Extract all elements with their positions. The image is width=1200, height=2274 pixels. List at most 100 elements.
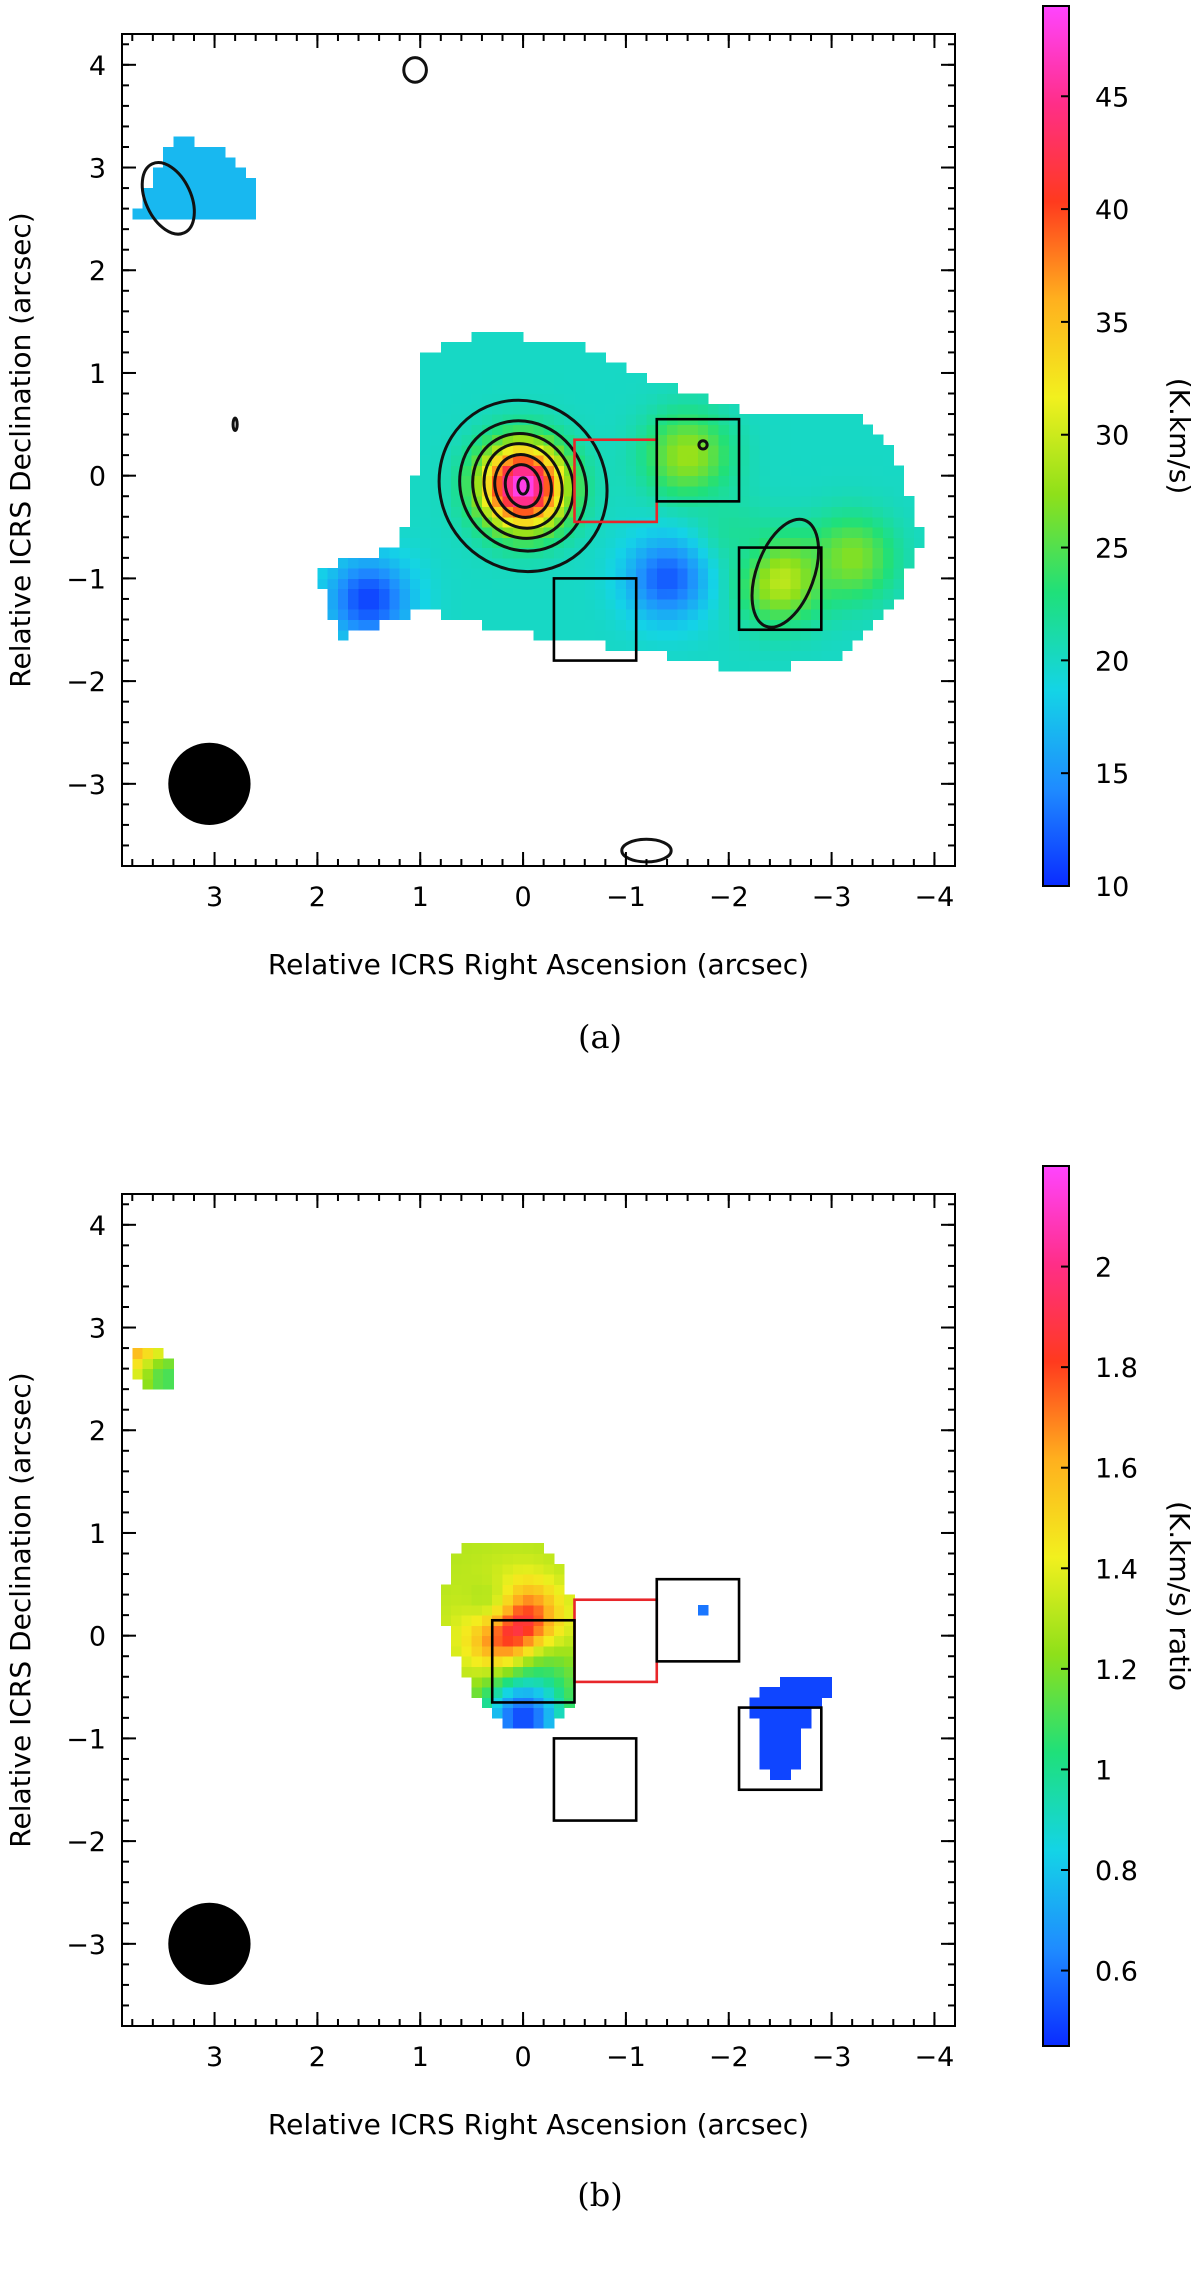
x-tick-label: −2: [709, 882, 749, 913]
map-pixel: [553, 1635, 565, 1647]
map-pixel: [800, 434, 812, 446]
map-pixel: [821, 485, 833, 497]
map-pixel: [512, 1553, 524, 1565]
map-pixel: [697, 393, 709, 405]
map-pixel: [420, 527, 432, 538]
map-pixel: [533, 362, 545, 374]
map-pixel: [821, 629, 833, 641]
map-pixel: [790, 434, 802, 446]
map-pixel: [481, 342, 493, 353]
map-pixel: [646, 527, 658, 538]
intensity-map: [132, 136, 925, 672]
map-pixel: [502, 444, 514, 456]
map-pixel: [471, 362, 483, 374]
map-pixel: [409, 527, 421, 538]
map-pixel: [821, 527, 833, 538]
map-pixel: [502, 1645, 514, 1657]
map-pixel: [533, 372, 545, 384]
map-pixel: [471, 1687, 483, 1698]
map-pixel: [409, 485, 421, 497]
map-pixel: [687, 609, 699, 620]
map-pixel: [564, 362, 575, 374]
map-pixel: [481, 1584, 493, 1596]
map-pixel: [862, 537, 874, 549]
map-pixel: [543, 372, 555, 384]
map-pixel: [183, 198, 195, 210]
map-pixel: [605, 506, 617, 518]
map-pixel: [492, 352, 504, 364]
map-pixel: [574, 619, 586, 631]
contour-line: [493, 453, 553, 519]
map-pixel: [481, 383, 493, 395]
map-pixel: [440, 424, 452, 436]
map-pixel: [451, 352, 462, 364]
map-pixel: [440, 414, 452, 425]
map-pixel: [667, 485, 678, 497]
map-pixel: [574, 403, 586, 415]
map-pixel: [348, 619, 360, 631]
map-pixel: [739, 660, 750, 672]
map-pixel: [636, 403, 647, 415]
map-pixel: [800, 650, 812, 662]
map-pixel: [481, 465, 493, 477]
map-pixel: [502, 1656, 514, 1667]
map-pixel: [543, 588, 555, 600]
map-pixel: [605, 588, 617, 600]
map-pixel: [564, 1604, 575, 1616]
map-pixel: [697, 609, 709, 620]
map-pixel: [595, 444, 606, 456]
colorbar-label: (K.km/s): [1163, 378, 1196, 495]
map-pixel: [749, 465, 761, 477]
plot-frame: [121, 33, 956, 867]
map-pixel: [553, 568, 565, 579]
map-pixel: [687, 465, 699, 477]
map-pixel: [841, 527, 853, 538]
map-pixel: [872, 527, 884, 538]
map-pixel: [502, 475, 514, 487]
map-pixel: [728, 578, 740, 590]
map-pixel: [656, 557, 668, 569]
map-pixel: [533, 1687, 545, 1698]
map-pixel: [440, 568, 452, 579]
map-pixel: [852, 537, 863, 549]
map-pixel: [811, 434, 822, 446]
map-pixel: [831, 527, 843, 538]
map-pixel: [471, 1676, 483, 1688]
map-pixel: [872, 578, 884, 590]
map-pixel: [451, 455, 462, 466]
map-pixel: [543, 609, 555, 620]
map-pixel: [636, 588, 647, 600]
map-pixel: [523, 496, 534, 507]
map-pixel: [697, 537, 709, 549]
map-pixel: [893, 557, 905, 569]
map-pixel: [451, 547, 462, 559]
map-pixel: [625, 619, 637, 631]
x-tick-label: 1: [412, 2042, 429, 2073]
map-pixel: [430, 444, 442, 456]
map-pixel: [523, 568, 534, 579]
map-pixel: [790, 629, 802, 641]
map-pixel: [564, 568, 575, 579]
map-pixel: [821, 537, 833, 549]
region-box: [655, 1577, 741, 1663]
map-pixel: [173, 208, 185, 220]
map-pixel: [667, 506, 678, 518]
map-pixel: [615, 629, 627, 641]
map-pixel: [852, 475, 863, 487]
x-tick-label: −3: [812, 2042, 852, 2073]
map-pixel: [718, 650, 730, 662]
map-pixel: [790, 444, 802, 456]
map-pixel: [821, 588, 833, 600]
map-pixel: [739, 588, 750, 600]
map-pixel: [564, 403, 575, 415]
map-pixel: [502, 1687, 514, 1698]
map-pixel: [492, 1625, 504, 1637]
map-pixel: [451, 342, 462, 353]
map-pixel: [461, 609, 473, 620]
map-pixel: [512, 434, 524, 446]
map-pixel: [697, 578, 709, 590]
map-pixel: [430, 434, 442, 446]
map-pixel: [636, 609, 647, 620]
map-pixel: [451, 1563, 462, 1575]
beam-ellipse: [168, 1902, 251, 1985]
